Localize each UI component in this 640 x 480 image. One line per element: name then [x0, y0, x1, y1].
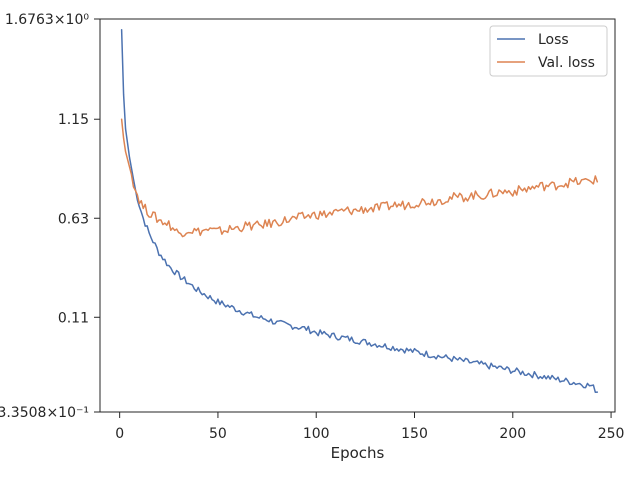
- plot-frame: [99, 18, 616, 413]
- y-tick-label-0: 3.3508×10⁻¹: [0, 405, 89, 421]
- x-tick-label-50: 50: [209, 426, 227, 442]
- legend-label-val-loss: Val. loss: [538, 55, 595, 71]
- y-tick-label-4: 1.6763×10⁰: [5, 12, 90, 28]
- legend: Loss Val. loss: [489, 25, 608, 77]
- x-tick-label-250: 250: [598, 426, 625, 442]
- y-tick-label-2: 0.63: [58, 211, 89, 227]
- series-layer: [120, 28, 599, 394]
- y-tick-label-1: 0.11: [58, 310, 89, 326]
- series-line-val-loss: [120, 118, 599, 238]
- y-tick-label-3: 1.15: [58, 112, 89, 128]
- series-line-loss: [120, 28, 599, 394]
- x-tick-label-100: 100: [303, 426, 330, 442]
- x-tick-label-200: 200: [499, 426, 526, 442]
- x-tick-label-0: 0: [115, 426, 124, 442]
- axes-layer: 0 50 100 150 200 250 3.3508×10⁻¹ 0.11 0.63 1.15 1.…: [0, 12, 624, 462]
- x-axis-label: Epochs: [331, 444, 385, 462]
- x-tick-label-150: 150: [401, 426, 428, 442]
- legend-label-loss: Loss: [538, 32, 569, 48]
